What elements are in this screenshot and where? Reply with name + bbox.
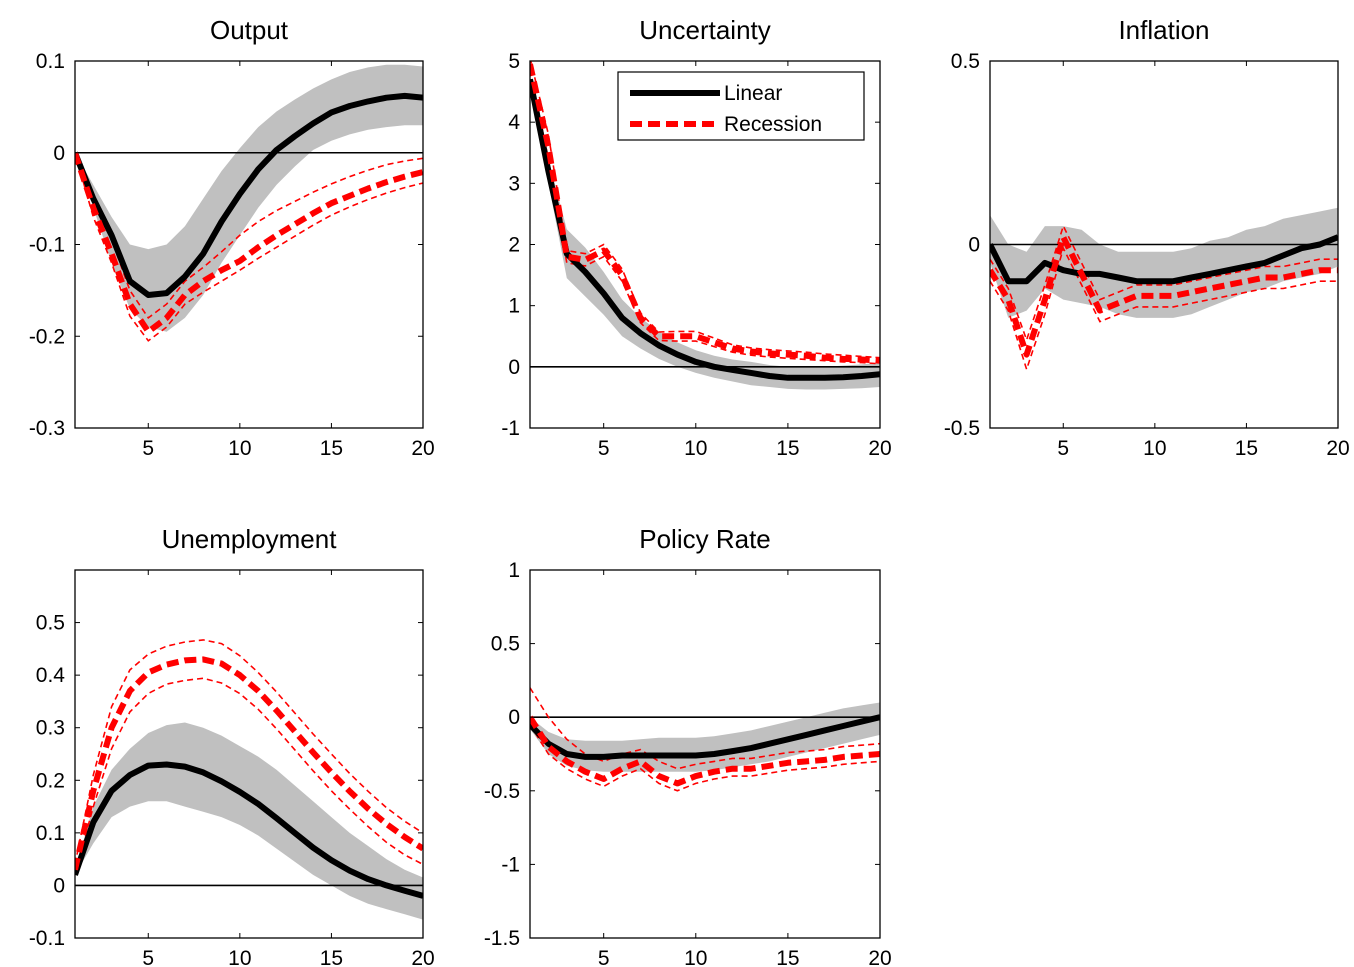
y-tick-label: 0 [508,706,520,729]
y-tick-label: 0.5 [36,612,65,635]
recession-series-line [530,63,880,364]
x-tick-label: 10 [684,947,707,967]
legend-linear-label: Linear [724,82,782,105]
x-tick-label: 15 [776,437,799,460]
legend-recession-label: Recession [724,113,822,136]
linear-confidence-band [75,722,423,920]
panel-title: Policy Rate [639,524,771,554]
plot-area [530,687,880,792]
linear-confidence-band [530,702,880,772]
y-tick-label: 0.1 [36,822,65,845]
y-tick-label: 0.5 [951,50,980,73]
panel-title: Inflation [1118,15,1209,45]
x-tick-label: 5 [1057,437,1069,460]
x-tick-label: 15 [320,947,343,967]
x-tick-label: 10 [1143,437,1166,460]
recession-series-line [75,656,423,871]
x-tick-label: 20 [411,947,434,967]
recession-band-lower [530,724,880,792]
x-tick-label: 5 [142,947,154,967]
x-tick-label: 10 [228,947,251,967]
recession-band-lower [990,245,1338,372]
y-tick-label: 0.3 [36,717,65,740]
legend: Linear Recession [617,71,865,141]
linear-confidence-band [990,207,1338,318]
linear-series-line [990,234,1338,285]
recession-series-line [75,151,423,335]
x-tick-label: 15 [320,437,343,460]
y-tick-label: -0.3 [29,417,65,440]
y-tick-label: -0.2 [29,325,65,348]
y-tick-label: -0.5 [484,780,520,803]
y-tick-label: -1 [501,417,520,440]
y-tick-label: 4 [508,111,520,134]
y-tick-label: -0.5 [944,417,980,440]
recession-series-line [990,234,1338,358]
x-tick-label: 5 [598,947,610,967]
axes-box [529,569,881,939]
y-tick-label: -1 [501,853,520,876]
y-tick-label: 0.5 [491,633,520,656]
y-tick-label: 0 [53,874,65,897]
panel-unemployment: -0.1 0 0.1 0.2 0.3 0.4 0.5 5 10 15 20 Unemployment [29,524,435,967]
recession-band-upper [990,223,1338,343]
x-tick-label: 10 [684,437,707,460]
y-tick-label: 2 [508,234,520,257]
y-tick-label: 5 [508,50,520,73]
y-tick-label: 0 [53,142,65,165]
recession-band-lower [75,152,423,342]
linear-series-line [530,714,880,760]
linear-series-line [530,78,880,381]
x-tick-label: 10 [228,437,251,460]
y-tick-label: -0.1 [29,234,65,257]
y-tick-label: 0.4 [36,664,66,687]
recession-band-upper [75,152,423,320]
axes-box [74,569,424,939]
x-tick-label: 15 [1235,437,1258,460]
plot-area [75,64,423,342]
panel-title: Unemployment [162,524,338,554]
y-tick-label: 1 [508,295,520,318]
panel-output: -0.3 -0.2 -0.1 0 0.1 5 10 15 20 Output [29,15,435,460]
x-tick-label: 15 [776,947,799,967]
panel-inflation: -0.5 0 0.5 5 10 15 20 Inflation [944,15,1350,460]
x-tick-label: 5 [142,437,154,460]
y-tick-label: -1.5 [484,927,520,950]
panel-title: Uncertainty [639,15,771,45]
linear-series-line [75,92,423,298]
plot-area [990,207,1338,372]
recession-series-line [530,715,880,787]
x-tick-label: 5 [598,437,610,460]
x-tick-label: 20 [1326,437,1349,460]
x-tick-label: 20 [411,437,434,460]
x-tick-label: 20 [868,437,891,460]
plot-area [530,61,880,390]
y-tick-label: 0.2 [36,769,65,792]
y-tick-label: 0 [968,234,980,257]
linear-series-line [75,761,423,899]
legend-box [617,71,865,141]
y-tick-label: 0 [508,356,520,379]
y-tick-label: 0.1 [36,50,65,73]
panel-title: Output [210,15,289,45]
y-tick-label: 3 [508,172,520,195]
plot-area [75,639,423,920]
y-tick-label: 1 [508,559,520,582]
x-tick-label: 20 [868,947,891,967]
recession-band-lower [530,70,880,365]
panel-uncertainty: -1 0 1 2 3 4 5 5 10 15 20 Uncertainty Linear Recessio… [501,15,891,460]
y-tick-label: -0.1 [29,927,65,950]
linear-confidence-band [75,64,423,332]
